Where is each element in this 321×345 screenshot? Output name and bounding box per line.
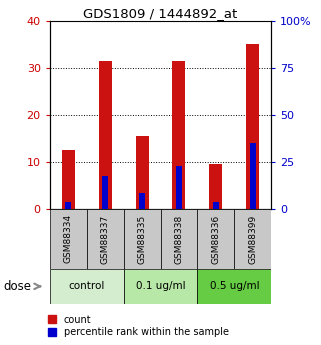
Bar: [124, 209, 160, 269]
Bar: [99, 61, 112, 209]
Text: control: control: [68, 282, 105, 291]
Bar: [234, 209, 271, 269]
Bar: [246, 44, 259, 209]
Bar: [197, 209, 234, 269]
Text: GSM88334: GSM88334: [64, 214, 73, 264]
Text: GSM88335: GSM88335: [137, 214, 147, 264]
Bar: [65, 202, 71, 209]
Title: GDS1809 / 1444892_at: GDS1809 / 1444892_at: [83, 7, 238, 20]
Bar: [250, 143, 256, 209]
Bar: [213, 202, 219, 209]
Bar: [135, 136, 149, 209]
Text: 0.1 ug/ml: 0.1 ug/ml: [136, 282, 185, 291]
Bar: [209, 164, 222, 209]
Bar: [139, 193, 145, 209]
Text: GSM88336: GSM88336: [211, 214, 221, 264]
Bar: [124, 269, 197, 304]
Bar: [50, 209, 87, 269]
Text: dose: dose: [3, 280, 31, 293]
Text: GSM88338: GSM88338: [174, 214, 184, 264]
Legend: count, percentile rank within the sample: count, percentile rank within the sample: [48, 315, 229, 337]
Text: GSM88399: GSM88399: [248, 214, 257, 264]
Text: GSM88337: GSM88337: [100, 214, 110, 264]
Text: 0.5 ug/ml: 0.5 ug/ml: [210, 282, 259, 291]
Bar: [50, 269, 124, 304]
Bar: [102, 176, 108, 209]
Bar: [197, 269, 271, 304]
Bar: [176, 166, 182, 209]
Bar: [62, 150, 75, 209]
Bar: [87, 209, 124, 269]
Bar: [160, 209, 197, 269]
Bar: [172, 61, 186, 209]
